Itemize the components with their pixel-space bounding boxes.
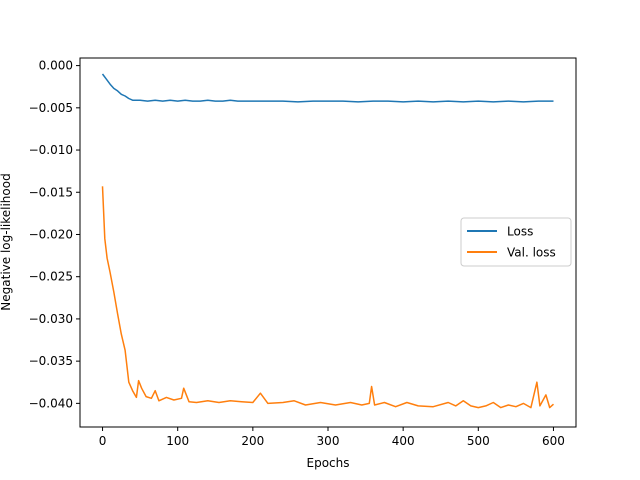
y-axis-label: Negative log-likelihood xyxy=(0,173,13,310)
y-tick-label: 0.000 xyxy=(39,59,73,73)
x-tick-label: 300 xyxy=(317,434,340,448)
x-tick-label: 400 xyxy=(392,434,415,448)
x-tick-label: 500 xyxy=(467,434,490,448)
y-tick-label: −0.025 xyxy=(29,270,73,284)
y-axis: 0.000 −0.005 −0.010 −0.015 −0.020 −0.025 −0.03… xyxy=(29,59,80,410)
x-tick-label: 100 xyxy=(166,434,189,448)
y-tick-label: −0.030 xyxy=(29,312,73,326)
y-tick-label: −0.040 xyxy=(29,396,73,410)
legend-label-val-loss: Val. loss xyxy=(507,246,556,260)
x-axis: 0 100 200 300 400 500 600 xyxy=(99,427,565,448)
y-tick-label: −0.005 xyxy=(29,101,73,115)
y-tick-label: −0.015 xyxy=(29,185,73,199)
legend-label-loss: Loss xyxy=(507,225,533,239)
series-line-val-loss xyxy=(101,186,555,409)
legend: Loss Val. loss xyxy=(460,217,572,267)
y-tick-label: −0.035 xyxy=(29,354,73,368)
x-tick-label: 600 xyxy=(542,434,565,448)
x-tick-label: 0 xyxy=(99,434,107,448)
plot-area xyxy=(101,73,555,409)
x-tick-label: 200 xyxy=(241,434,264,448)
series-line-loss xyxy=(101,73,554,103)
x-axis-label: Epochs xyxy=(307,456,350,470)
y-tick-label: −0.010 xyxy=(29,143,73,157)
y-tick-label: −0.020 xyxy=(29,227,73,241)
